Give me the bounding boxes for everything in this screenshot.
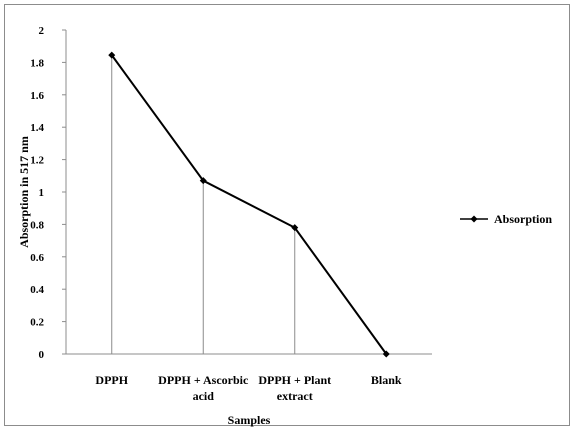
x-category-label-line: DPPH <box>95 373 128 387</box>
axes <box>65 30 432 355</box>
y-tick-label: 1.8 <box>30 57 44 69</box>
y-tick-label: 1.6 <box>30 90 44 102</box>
x-category-label-line: DPPH + Ascorbic <box>158 373 249 387</box>
y-tick-label: 1 <box>39 187 45 199</box>
x-axis-category-labels: DPPH DPPH + Ascorbic acid DPPH + Plant extra… <box>95 373 402 403</box>
data-point-marker <box>291 224 299 232</box>
data-point-marker <box>382 350 390 358</box>
y-axis-ticks: 0 0.2 0.4 0.6 0.8 1 1.2 1.4 1.6 1.8 2 <box>30 25 66 361</box>
series-line-absorption <box>110 54 388 355</box>
x-category-label: DPPH + Plant extract <box>258 373 331 403</box>
y-tick-label: 0.2 <box>30 317 44 329</box>
x-category-label-line: extract <box>277 389 313 403</box>
y-tick-label: 0.6 <box>30 252 44 264</box>
drop-lines <box>111 55 296 354</box>
y-tick-label: 0.8 <box>30 219 44 231</box>
data-point-marker <box>199 177 207 185</box>
x-category-label: DPPH + Ascorbic acid <box>158 373 249 403</box>
y-tick-label: 2 <box>39 25 45 37</box>
x-category-label-line: DPPH + Plant <box>258 373 331 387</box>
x-category-label: DPPH <box>95 373 128 387</box>
x-axis-title: Samples <box>228 413 271 427</box>
x-category-label-line: acid <box>193 389 215 403</box>
y-axis-title: Absorption in 517 nm <box>17 136 31 248</box>
series-group <box>108 51 390 358</box>
y-tick-label: 0 <box>39 349 45 361</box>
legend-entry-absorption: Absorption <box>494 212 552 226</box>
data-point-marker <box>108 51 116 59</box>
x-category-label-line: Blank <box>371 373 402 387</box>
y-tick-label: 1.4 <box>30 122 44 134</box>
y-tick-label: 1.2 <box>30 155 44 167</box>
legend: Absorption <box>460 212 552 226</box>
y-tick-label: 0.4 <box>30 284 44 296</box>
x-category-label: Blank <box>371 373 402 387</box>
chart-frame <box>4 4 570 426</box>
legend-marker <box>470 215 478 223</box>
